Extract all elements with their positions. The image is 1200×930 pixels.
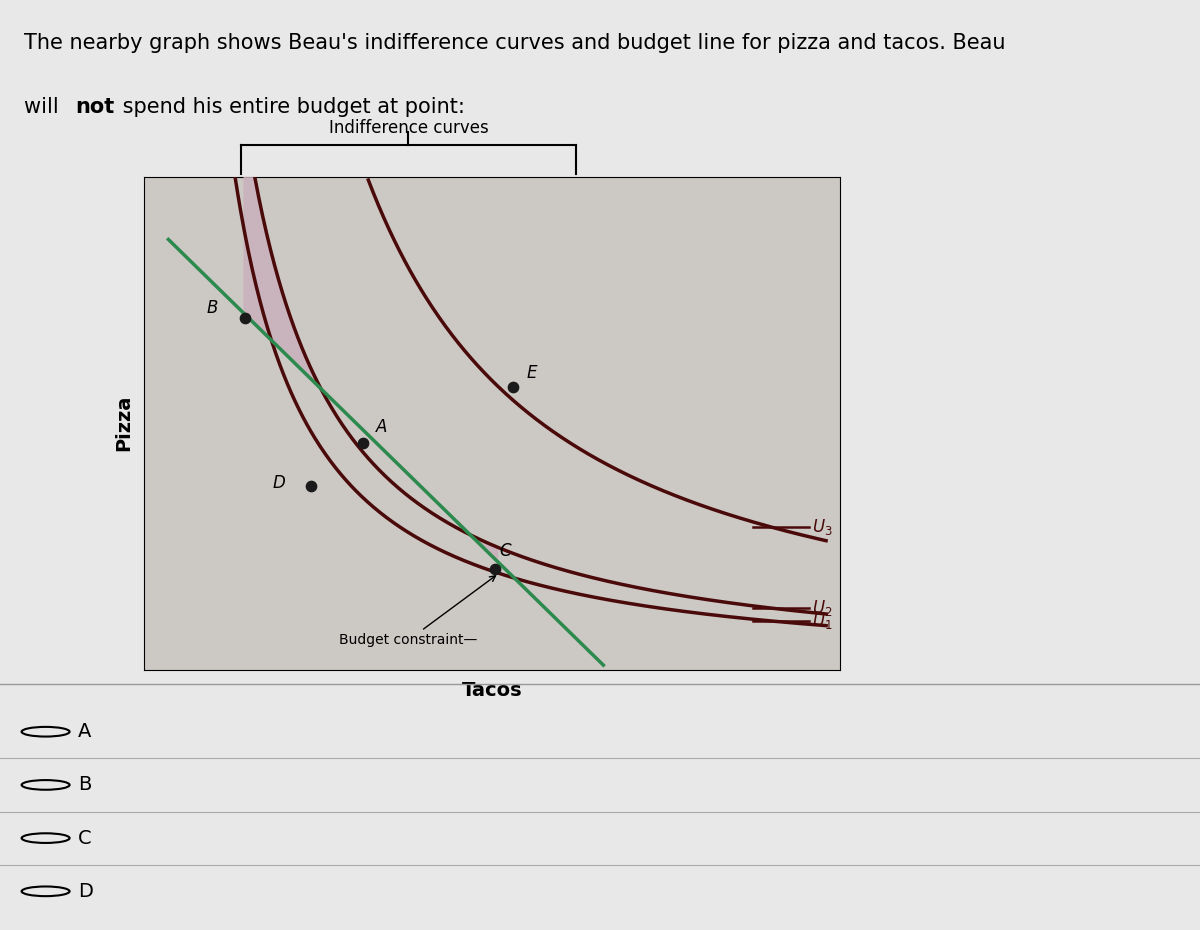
Text: $U_3$: $U_3$ <box>812 517 833 537</box>
Text: Budget constraint—: Budget constraint— <box>338 576 496 647</box>
Point <box>486 562 505 577</box>
Point <box>354 436 373 451</box>
Point <box>503 379 522 394</box>
Text: A: A <box>376 418 388 436</box>
Text: $U_1$: $U_1$ <box>812 611 833 631</box>
Text: will: will <box>24 97 65 117</box>
Text: C: C <box>78 829 91 847</box>
Text: A: A <box>78 723 91 741</box>
Text: E: E <box>527 365 538 382</box>
X-axis label: Tacos: Tacos <box>462 681 522 699</box>
Text: B: B <box>78 776 91 794</box>
Text: spend his entire budget at point:: spend his entire budget at point: <box>116 97 466 117</box>
Point <box>235 311 254 325</box>
Text: D: D <box>78 882 92 901</box>
Text: not: not <box>76 97 115 117</box>
Text: D: D <box>272 474 286 492</box>
Text: The nearby graph shows Beau's indifference curves and budget line for pizza and : The nearby graph shows Beau's indifferen… <box>24 33 1006 54</box>
Polygon shape <box>245 114 498 562</box>
Text: C: C <box>499 542 510 560</box>
Text: B: B <box>206 299 218 317</box>
Y-axis label: Pizza: Pizza <box>114 395 133 451</box>
Text: $U_2$: $U_2$ <box>812 598 833 618</box>
Text: Indifference curves: Indifference curves <box>329 119 488 138</box>
Point <box>301 478 320 493</box>
